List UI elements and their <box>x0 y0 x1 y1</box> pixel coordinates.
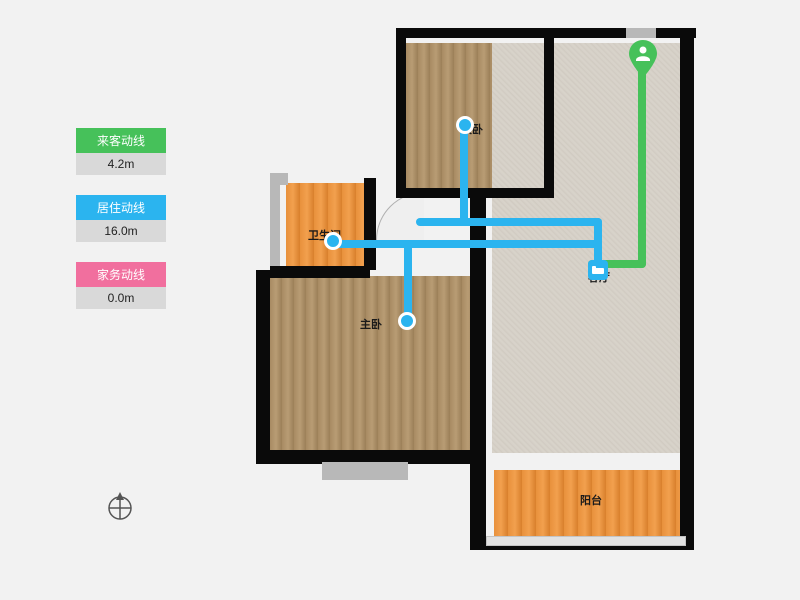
living-room-icon <box>588 260 608 280</box>
wall-segment <box>396 188 554 198</box>
path-living-segment <box>330 240 600 248</box>
person-marker-icon <box>628 40 658 80</box>
wall-segment <box>470 198 486 462</box>
legend-item-chore: 家务动线 0.0m <box>76 262 166 309</box>
wall-segment <box>256 270 270 462</box>
wall-segment <box>470 450 486 548</box>
legend-value-chore: 0.0m <box>76 287 166 309</box>
wall-segment <box>626 28 656 38</box>
path-guest-segment <box>638 68 646 268</box>
legend-panel: 来客动线 4.2m 居住动线 16.0m 家务动线 0.0m <box>76 128 166 329</box>
room-label-balcony: 阳台 <box>580 492 602 508</box>
legend-item-living: 居住动线 16.0m <box>76 195 166 242</box>
wall-segment <box>396 28 406 198</box>
wall-segment <box>270 266 370 278</box>
legend-label-living: 居住动线 <box>76 195 166 220</box>
legend-item-guest: 来客动线 4.2m <box>76 128 166 175</box>
wall-segment <box>270 173 280 273</box>
legend-value-guest: 4.2m <box>76 153 166 175</box>
room-label-master_bedroom: 主卧 <box>360 316 382 332</box>
room-living_room <box>492 43 690 453</box>
legend-label-guest: 来客动线 <box>76 128 166 153</box>
floor-plan: 次卧卫生间主卧客厅阳台 <box>270 28 700 558</box>
path-node <box>324 232 342 250</box>
path-living-segment <box>416 218 602 226</box>
legend-label-chore: 家务动线 <box>76 262 166 287</box>
legend-value-living: 16.0m <box>76 220 166 242</box>
room-master_bedroom <box>270 276 474 452</box>
path-node <box>398 312 416 330</box>
path-living-segment <box>404 240 412 320</box>
path-node <box>456 116 474 134</box>
balcony-rail <box>486 536 686 546</box>
compass-icon <box>100 486 140 526</box>
wall-segment <box>544 38 554 198</box>
path-living-segment <box>460 122 468 226</box>
wall-segment <box>680 28 694 548</box>
wall-segment <box>322 462 408 480</box>
wall-segment <box>364 178 376 270</box>
room-bathroom <box>286 183 368 267</box>
